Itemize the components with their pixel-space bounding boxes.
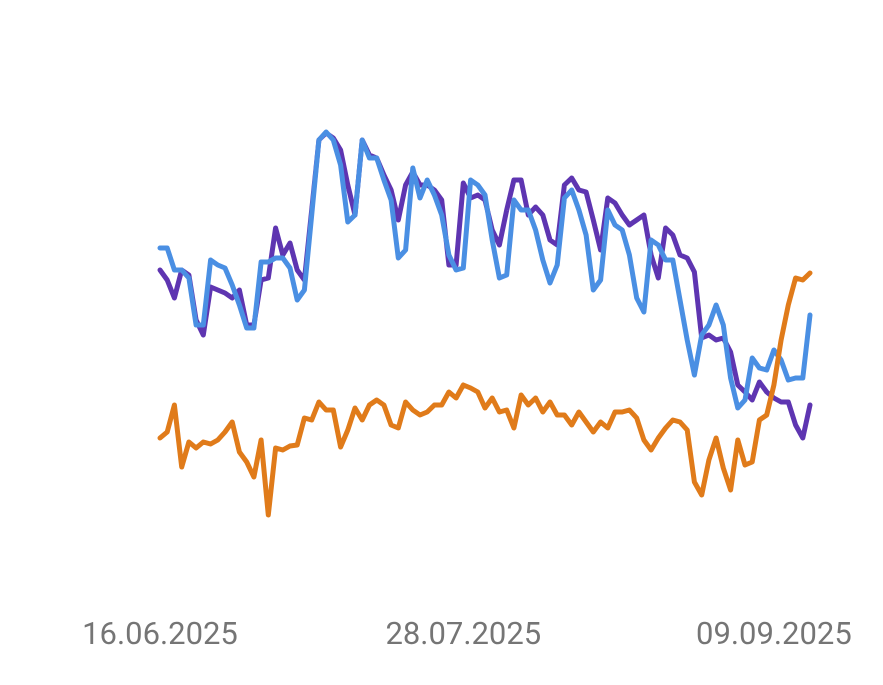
x-tick-label: 09.09.2025 xyxy=(696,615,852,652)
x-tick-label: 16.06.2025 xyxy=(82,615,238,652)
x-tick-label: 28.07.2025 xyxy=(385,615,541,652)
series-line xyxy=(157,129,813,411)
series-line xyxy=(157,270,813,518)
